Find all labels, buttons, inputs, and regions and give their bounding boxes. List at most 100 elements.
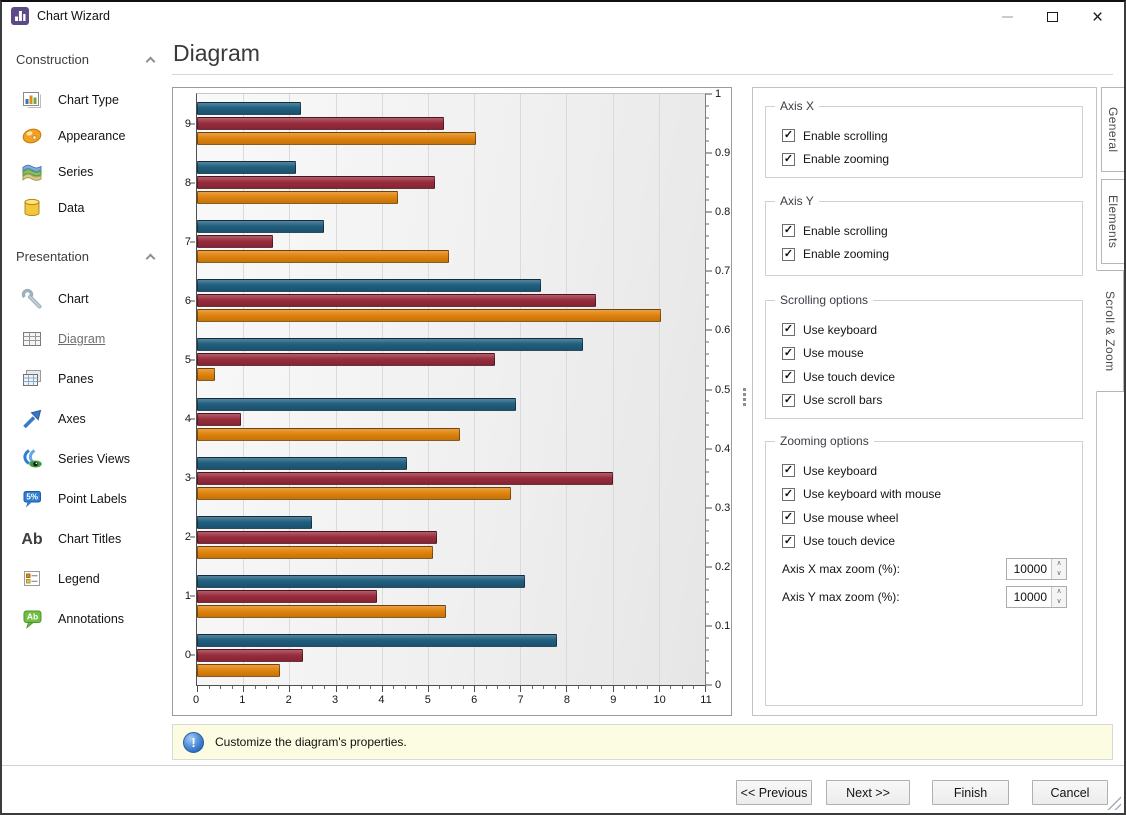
axis-label: 0 <box>192 694 200 706</box>
info-text: Customize the diagram's properties. <box>215 735 407 749</box>
group-axis-x: Axis X ✓ Enable scrolling ✓ Enable zooming <box>765 99 1083 178</box>
axis-label: 0.8 <box>715 206 731 219</box>
checkbox-icon: ✓ <box>782 487 795 501</box>
axis-label: 3 <box>184 472 191 485</box>
checkbox-use-scroll-bars[interactable]: ✓ Use scroll bars <box>782 389 1082 413</box>
axis-tick <box>190 654 195 656</box>
finish-button[interactable]: Finish <box>932 780 1009 805</box>
section-header-presentation[interactable]: Presentation <box>16 246 156 266</box>
group-title: Axis X <box>775 99 820 113</box>
axis-tick <box>706 637 709 639</box>
axis-label: 0.7 <box>715 265 731 278</box>
bar-group-9 <box>197 94 705 153</box>
bar-blue-series-cat6 <box>197 279 542 293</box>
maximize-button[interactable] <box>1030 2 1075 32</box>
tab-scroll-zoom[interactable]: Scroll & Zoom <box>1096 270 1124 392</box>
cancel-button[interactable]: Cancel <box>1032 780 1108 805</box>
checkbox-use-mouse-wheel[interactable]: ✓ Use mouse wheel <box>782 506 1082 530</box>
axis-tick <box>706 412 709 414</box>
tab-general[interactable]: General <box>1101 87 1124 172</box>
section-header-construction[interactable]: Construction <box>16 49 156 69</box>
spin-up-button[interactable]: ∧ <box>1056 560 1062 567</box>
sidebar: Construction Chart Type Appearance Series Da… <box>2 32 170 758</box>
info-bar: ! Customize the diagram's properties. <box>172 724 1113 760</box>
axis-tick <box>693 686 695 689</box>
axis-tick <box>190 359 195 361</box>
sidebar-item-data[interactable]: Data <box>16 190 170 226</box>
checkbox-use-touch-device[interactable]: ✓ Use touch device <box>782 530 1082 554</box>
panes-icon <box>19 367 45 391</box>
axis-tick <box>706 93 712 95</box>
sidebar-item-series[interactable]: Series <box>16 154 170 190</box>
spin-input[interactable]: 10000 ∧ ∨ <box>1006 585 1067 608</box>
checkbox-enable-zooming[interactable]: ✓ Enable zooming <box>782 243 1082 267</box>
sidebar-item-annotations[interactable]: Ab Annotations <box>16 599 170 639</box>
axis-tick <box>706 105 709 107</box>
axis-tick <box>706 684 712 686</box>
spin-down-button[interactable]: ∨ <box>1056 598 1062 605</box>
axis-tick <box>706 270 712 272</box>
checkbox-use-keyboard[interactable]: ✓ Use keyboard <box>782 459 1082 483</box>
gridline <box>658 94 660 685</box>
axis-tick <box>706 459 709 461</box>
axis-tick <box>347 686 349 689</box>
checkbox-use-keyboard-with-mouse[interactable]: ✓ Use keyboard with mouse <box>782 483 1082 507</box>
splitter-handle[interactable] <box>743 388 746 406</box>
sidebar-item-axes[interactable]: Axes <box>16 399 170 439</box>
sidebar-item-series-views[interactable]: Series Views <box>16 439 170 479</box>
series-icon <box>19 160 45 184</box>
axis-tick <box>706 471 709 473</box>
checkbox-use-mouse[interactable]: ✓ Use mouse <box>782 342 1082 366</box>
checkbox-use-touch-device[interactable]: ✓ Use touch device <box>782 365 1082 389</box>
bar-red-series-cat8 <box>197 176 435 190</box>
app-icon <box>11 7 29 25</box>
chart-type-icon <box>19 88 45 112</box>
chart-titles-icon: Ab <box>19 527 45 551</box>
sidebar-item-appearance[interactable]: Appearance <box>16 118 170 154</box>
resize-grip[interactable] <box>1107 796 1121 810</box>
spin-value[interactable]: 10000 <box>1013 561 1047 576</box>
bar-red-series-cat9 <box>197 117 445 131</box>
spin-up-button[interactable]: ∧ <box>1056 588 1062 595</box>
axis-label: 4 <box>378 694 385 706</box>
axis-tick <box>706 341 709 343</box>
axis-label: 9 <box>610 694 617 706</box>
close-button[interactable]: × <box>1075 2 1120 32</box>
checkbox-use-keyboard[interactable]: ✓ Use keyboard <box>782 318 1082 342</box>
axis-tick <box>190 123 195 125</box>
spin-input[interactable]: 10000 ∧ ∨ <box>1006 557 1067 580</box>
axis-tick <box>451 686 452 689</box>
axis-tick <box>706 566 712 568</box>
minimize-button[interactable] <box>985 2 1030 32</box>
sidebar-item-chart[interactable]: Chart <box>16 279 170 319</box>
axis-tick <box>474 686 476 692</box>
tab-elements[interactable]: Elements <box>1101 179 1124 264</box>
bar-group-6 <box>197 271 705 330</box>
checkbox-enable-zooming[interactable]: ✓ Enable zooming <box>782 148 1082 172</box>
group-zooming-options: Zooming options ✓ Use keyboard ✓ Use keyboar… <box>765 434 1083 706</box>
axis-label: 10 <box>653 694 666 706</box>
axis-tick <box>190 595 195 597</box>
axis-tick <box>706 164 709 166</box>
group-title: Zooming options <box>775 434 874 448</box>
gridline <box>612 94 614 685</box>
bar-blue-series-cat3 <box>197 456 408 470</box>
axis-label: 0.9 <box>715 147 731 160</box>
sidebar-item-chart-titles[interactable]: Ab Chart Titles <box>16 519 170 559</box>
axis-tick <box>520 686 522 692</box>
spin-down-button[interactable]: ∨ <box>1056 570 1062 577</box>
bar-red-series-cat0 <box>197 648 304 662</box>
axis-tick <box>706 211 712 213</box>
sidebar-item-chart-type[interactable]: Chart Type <box>16 82 170 118</box>
next-button[interactable]: Next >> <box>826 780 910 805</box>
checkbox-enable-scrolling[interactable]: ✓ Enable scrolling <box>782 219 1082 243</box>
previous-button[interactable]: << Previous <box>736 780 812 805</box>
sidebar-item-point-labels[interactable]: 5% Point Labels <box>16 479 170 519</box>
axis-tick <box>706 176 709 178</box>
sidebar-item-legend[interactable]: Legend <box>16 559 170 599</box>
sidebar-item-diagram[interactable]: Diagram <box>16 319 170 359</box>
sidebar-item-panes[interactable]: Panes <box>16 359 170 399</box>
spin-value[interactable]: 10000 <box>1013 589 1047 604</box>
checkbox-enable-scrolling[interactable]: ✓ Enable scrolling <box>782 124 1082 148</box>
gridline <box>566 94 568 685</box>
